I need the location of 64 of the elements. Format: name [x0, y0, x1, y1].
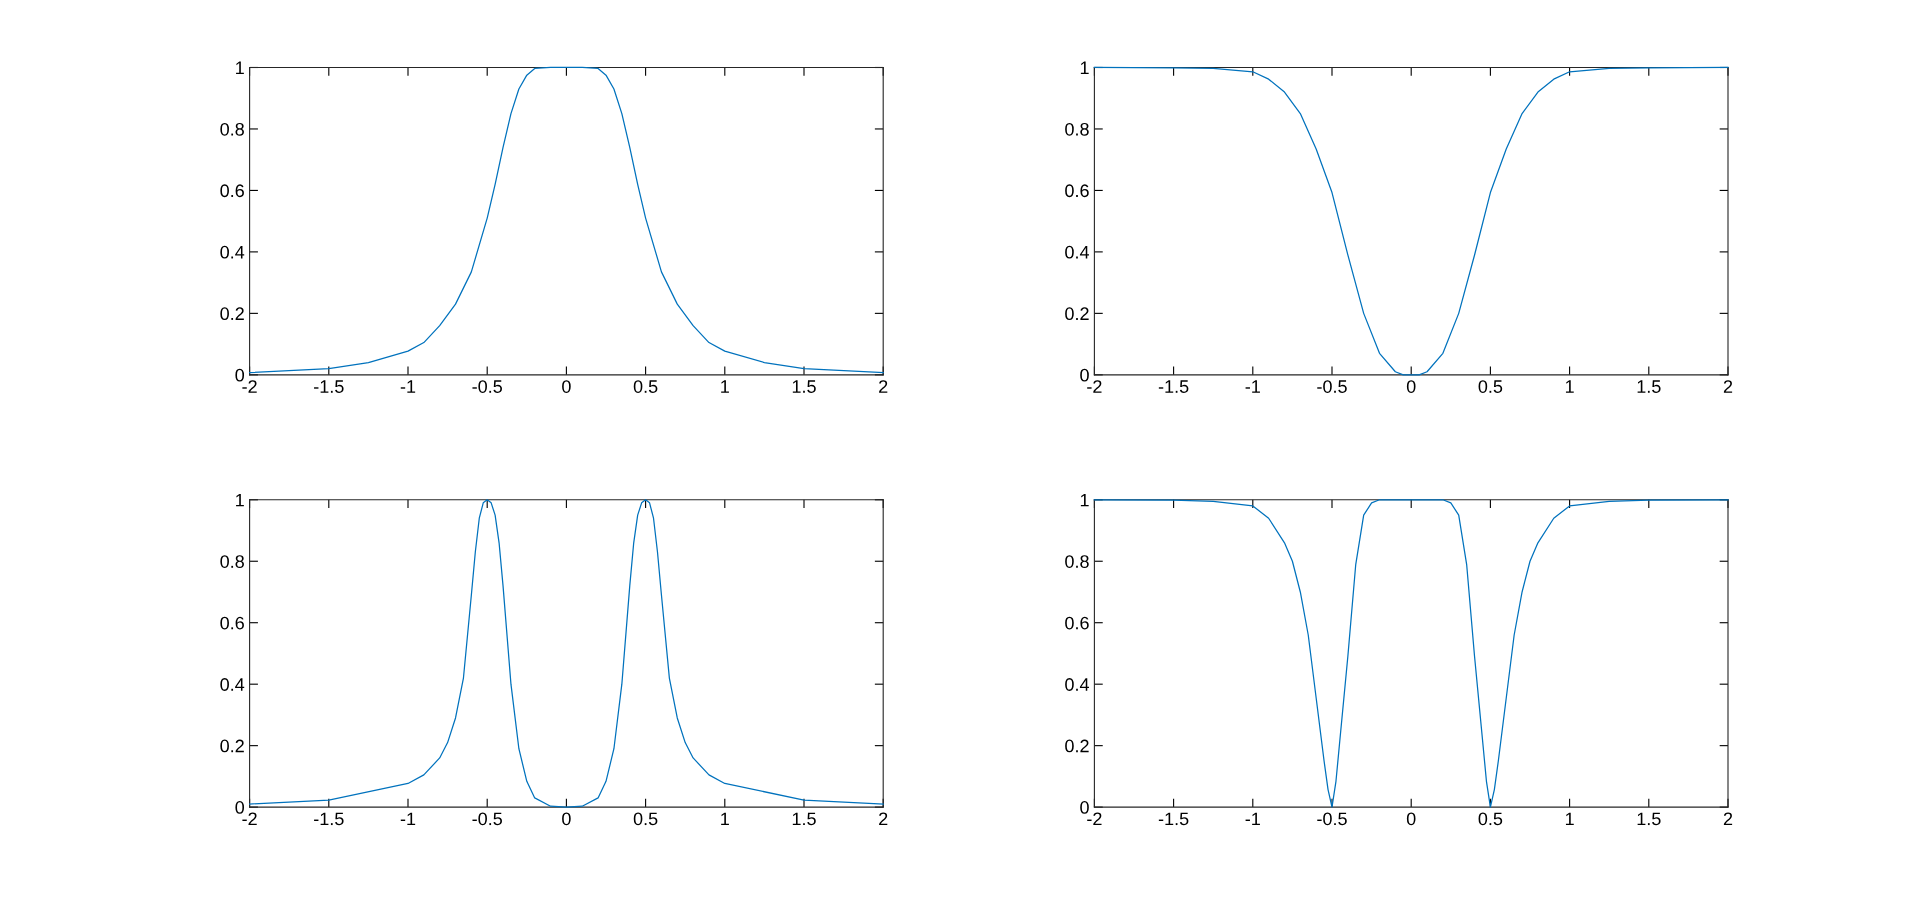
y-tick-label: 0 — [235, 368, 245, 382]
x-tick-label: 1 — [1565, 380, 1574, 393]
line-series — [248, 66, 884, 374]
x-tick-label: -0.5 — [472, 812, 502, 826]
y-tick-label: 0.6 — [220, 616, 244, 630]
x-tick-label: 1.5 — [1637, 380, 1661, 393]
x-tick-label: -1.5 — [1158, 380, 1189, 393]
x-tick-label: 1 — [1565, 812, 1574, 826]
x-tick-label: 2 — [1723, 380, 1733, 393]
y-tick-label: 0.8 — [220, 555, 244, 568]
x-tick-label: -1 — [1245, 380, 1260, 393]
y-tick-label: 0.4 — [1065, 678, 1090, 691]
x-tick-label: 1 — [721, 812, 729, 826]
x-tick-label: -2 — [242, 380, 257, 393]
x-tick-label: -1.5 — [314, 380, 344, 393]
y-tick-label: 1 — [236, 61, 244, 75]
x-tick-label: 2 — [879, 812, 888, 826]
y-tick-label: 0.4 — [220, 245, 245, 259]
x-tick-label: 2 — [879, 380, 888, 393]
x-tick-label: -1.5 — [1158, 812, 1189, 826]
x-tick-label: -0.5 — [472, 380, 502, 393]
x-tick-label: -1.5 — [314, 812, 344, 826]
x-tick-label: 0 — [1406, 380, 1416, 393]
x-tick-label: -0.5 — [1317, 812, 1347, 826]
x-tick-label: 1 — [721, 380, 729, 393]
y-tick-label: 0.2 — [1065, 307, 1089, 321]
y-tick-label: 0 — [235, 801, 245, 814]
y-tick-label: 1 — [1080, 493, 1089, 507]
y-tick-label: 1 — [236, 493, 244, 507]
y-tick-label: 0.2 — [220, 307, 244, 321]
line-series — [1093, 499, 1729, 808]
x-tick-label: 1.5 — [792, 812, 816, 826]
x-tick-label: -0.5 — [1317, 380, 1347, 393]
x-tick-label: 1.5 — [1637, 812, 1661, 826]
line-series — [1093, 66, 1729, 376]
x-tick-label: -1 — [400, 380, 416, 393]
y-tick-label: 0.8 — [1065, 122, 1089, 136]
x-tick-label: -1 — [400, 812, 416, 826]
y-tick-label: 0 — [1080, 801, 1089, 814]
x-tick-label: -2 — [1087, 380, 1102, 393]
x-tick-label: 0.5 — [633, 812, 658, 826]
y-tick-label: 1 — [1080, 61, 1089, 75]
x-tick-label: 0.5 — [1478, 812, 1503, 826]
x-tick-label: 0 — [562, 812, 571, 826]
y-tick-label: 0 — [1080, 368, 1089, 382]
y-tick-label: 0.6 — [1065, 184, 1089, 198]
x-tick-label: 0.5 — [1478, 380, 1503, 393]
line-series — [248, 499, 884, 808]
y-tick-label: 0.8 — [220, 122, 244, 136]
x-tick-label: -2 — [1087, 812, 1102, 826]
x-tick-label: 1.5 — [792, 380, 816, 393]
x-tick-label: -1 — [1245, 812, 1260, 826]
y-tick-label: 0.6 — [1065, 616, 1089, 630]
y-tick-label: 0.4 — [1065, 245, 1090, 259]
x-tick-label: 2 — [1723, 812, 1733, 826]
y-tick-label: 0.2 — [220, 739, 244, 753]
y-tick-label: 0.4 — [220, 678, 245, 691]
y-tick-label: 0.8 — [1065, 555, 1089, 568]
x-tick-label: -2 — [242, 812, 257, 826]
y-tick-label: 0.6 — [220, 184, 244, 198]
x-tick-label: 0 — [562, 380, 571, 393]
x-tick-label: 0 — [1406, 812, 1416, 826]
x-tick-label: 0.5 — [633, 380, 658, 393]
y-tick-label: 0.2 — [1065, 739, 1089, 753]
